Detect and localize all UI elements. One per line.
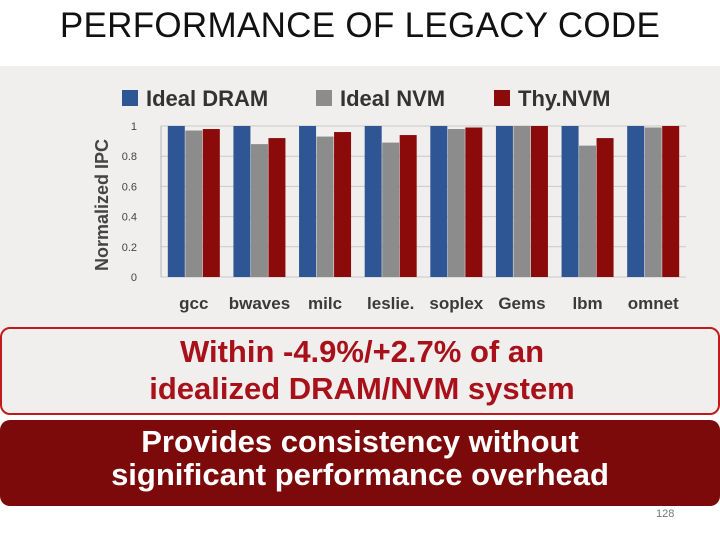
conclusion-callout-line-2: significant performance overhead <box>111 457 609 492</box>
y-tick-label: 0.8 <box>122 151 137 163</box>
bar-ideal-nvm-gems <box>513 126 531 277</box>
x-tick-label: bwaves <box>229 294 290 313</box>
x-tick-label: soplex <box>429 294 483 313</box>
legend-label: Thy.NVM <box>518 86 610 111</box>
bar-ideal-dram-lbm <box>561 126 579 277</box>
bar-ideal-nvm-milc <box>316 136 334 277</box>
y-tick-label: 0.6 <box>122 181 137 193</box>
legend: Ideal DRAM Ideal NVM Thy.NVM <box>122 86 610 111</box>
y-axis-label: Normalized IPC <box>92 139 112 271</box>
ipc-bar-chart: Normalized IPC 0 0.2 0.4 0.6 0.8 1 gcc bwaves m… <box>92 86 686 313</box>
legend-swatch <box>122 90 138 106</box>
slide-title: PERFORMANCE OF LEGACY CODE <box>59 6 661 45</box>
legend-label: Ideal DRAM <box>146 86 268 111</box>
bar-thy-nvm-leslie <box>399 135 417 277</box>
bar-thy-nvm-gems <box>530 126 548 277</box>
bar-ideal-dram-milc <box>299 126 317 277</box>
bar-ideal-dram-gcc <box>167 126 185 277</box>
bar-ideal-dram-soplex <box>430 126 448 277</box>
conclusion-callout-line-1: Provides consistency without <box>141 424 579 459</box>
bar-ideal-dram-leslie <box>364 126 382 277</box>
axis-labels: gcc bwaves milc leslie. soplex Gems lbm omnet <box>179 294 679 313</box>
legend-label: Ideal NVM <box>340 86 445 111</box>
bar-ideal-dram-gems <box>495 126 513 277</box>
bar-thy-nvm-milc <box>334 132 352 277</box>
bar-thy-nvm-omnet <box>662 126 680 277</box>
bar-thy-nvm-soplex <box>465 127 483 277</box>
bar-ideal-dram-bwaves <box>233 126 251 277</box>
y-tick-label: 0.2 <box>122 242 137 254</box>
x-tick-label: lbm <box>572 294 602 313</box>
legend-swatch <box>494 90 510 106</box>
x-tick-label: leslie. <box>367 294 414 313</box>
bar-ideal-nvm-omnet <box>644 127 662 277</box>
bar-ideal-nvm-gcc <box>185 130 203 277</box>
bar-thy-nvm-bwaves <box>268 138 286 277</box>
x-tick-label: gcc <box>179 294 208 313</box>
bar-ideal-nvm-soplex <box>447 129 465 277</box>
legend-swatch <box>316 90 332 106</box>
result-callout-line-2: idealized DRAM/NVM system <box>149 371 575 406</box>
x-tick-label: milc <box>308 294 342 313</box>
y-tick-label: 0.4 <box>122 212 137 224</box>
y-tick-label: 0 <box>131 272 137 284</box>
y-tick-label: 1 <box>131 121 137 133</box>
bar-ideal-nvm-leslie <box>382 142 400 277</box>
result-callout-line-1: Within -4.9%/+2.7% of an <box>179 334 545 369</box>
result-callout: Within -4.9%/+2.7% of an idealized DRAM/… <box>0 327 720 415</box>
conclusion-callout: Provides consistency without significant… <box>0 420 720 506</box>
bar-ideal-nvm-lbm <box>579 145 597 277</box>
bar-thy-nvm-gcc <box>202 129 220 277</box>
x-tick-label: Gems <box>498 294 545 313</box>
bar-ideal-dram-omnet <box>627 126 645 277</box>
chart-panel: Normalized IPC 0 0.2 0.4 0.6 0.8 1 gcc bwaves m… <box>0 66 720 330</box>
bars <box>167 126 680 277</box>
x-tick-label: omnet <box>628 294 679 313</box>
page-number: 128 <box>656 508 675 520</box>
bar-ideal-nvm-bwaves <box>250 144 268 277</box>
bar-thy-nvm-lbm <box>596 138 614 277</box>
